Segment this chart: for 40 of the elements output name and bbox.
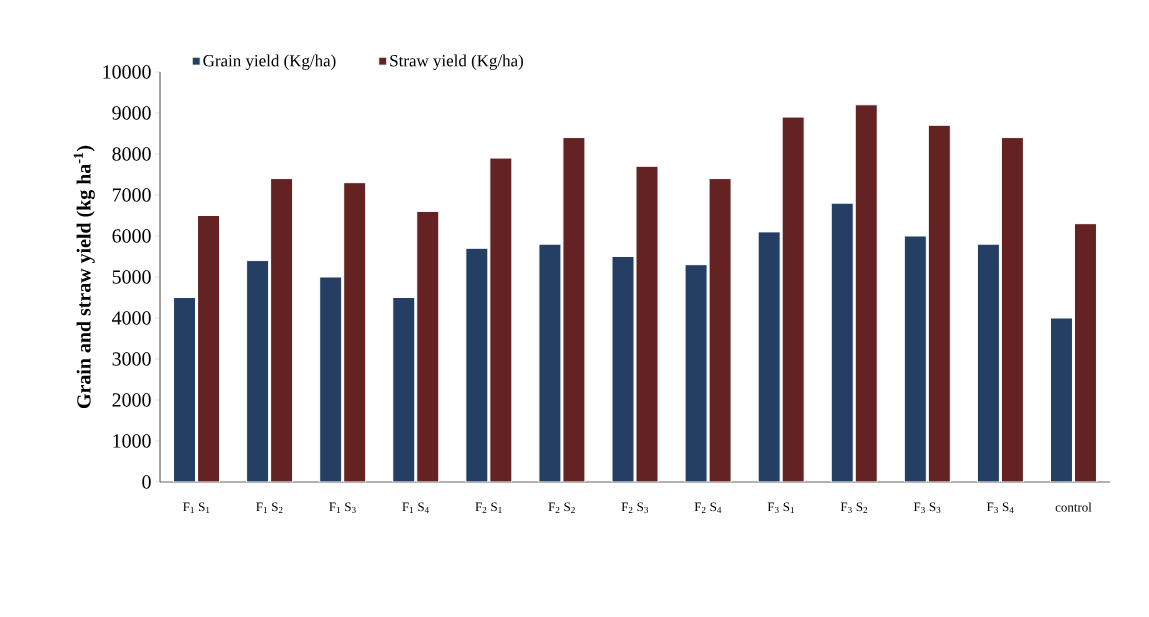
- bar: [465, 247, 489, 482]
- x-tick-label: control: [1055, 502, 1092, 512]
- bar: [246, 260, 270, 482]
- y-tick-label: 9000: [112, 106, 151, 120]
- y-tick-label: 10000: [103, 65, 151, 79]
- bar: [538, 243, 562, 482]
- y-tick-label: 2000: [112, 393, 151, 407]
- bar: [319, 276, 343, 482]
- bar: [392, 296, 416, 482]
- y-tick-label: 7000: [112, 188, 151, 202]
- x-tick-label: F$_{2}$ S$_{2}$: [548, 502, 575, 513]
- x-tick-label: F$_{2}$ S$_{1}$: [475, 502, 502, 513]
- bar: [173, 296, 197, 482]
- bar: [903, 235, 927, 482]
- x-tick-label: F$_{3}$ S$_{4}$: [986, 502, 1014, 514]
- y-tick-label: 4000: [112, 311, 151, 325]
- bar: [684, 264, 708, 482]
- x-tick-label: F$_{3}$ S$_{1}$: [767, 502, 794, 514]
- x-tick-label: F$_{1}$ S$_{3}$: [329, 502, 356, 514]
- y-tick-label: 8000: [112, 147, 151, 161]
- y-tick-label: 5000: [112, 270, 151, 284]
- x-tick-label: F$_{1}$ S$_{4}$: [402, 502, 429, 513]
- bar: [1049, 317, 1073, 482]
- bar: [611, 255, 635, 482]
- x-tick-label: F$_{2}$ S$_{3}$: [621, 502, 648, 514]
- x-tick-label: F$_{2}$ S$_{4}$: [694, 502, 722, 513]
- y-axis-title: Grain and straw yield (kg ha$^{-1}$): [73, 145, 95, 408]
- bar: [757, 231, 781, 482]
- y-tick-label: 0: [142, 475, 151, 489]
- x-tick-label: F$_{1}$ S$_{2}$: [256, 502, 283, 513]
- bar: [830, 202, 854, 482]
- legend-label: Straw yield (Kg/ha): [390, 54, 523, 70]
- y-tick-label: 6000: [112, 229, 151, 243]
- y-tick-label: 1000: [113, 434, 151, 448]
- bar: [976, 243, 1000, 482]
- x-tick-label: F$_{3}$ S$_{2}$: [840, 502, 868, 514]
- legend-label: Grain yield (Kg/ha): [203, 54, 336, 70]
- x-tick-label: F$_{3}$ S$_{3}$: [913, 502, 941, 514]
- y-tick-label: 3000: [112, 352, 151, 366]
- x-tick-label: F$_{1}$ S$_{1}$: [183, 502, 210, 513]
